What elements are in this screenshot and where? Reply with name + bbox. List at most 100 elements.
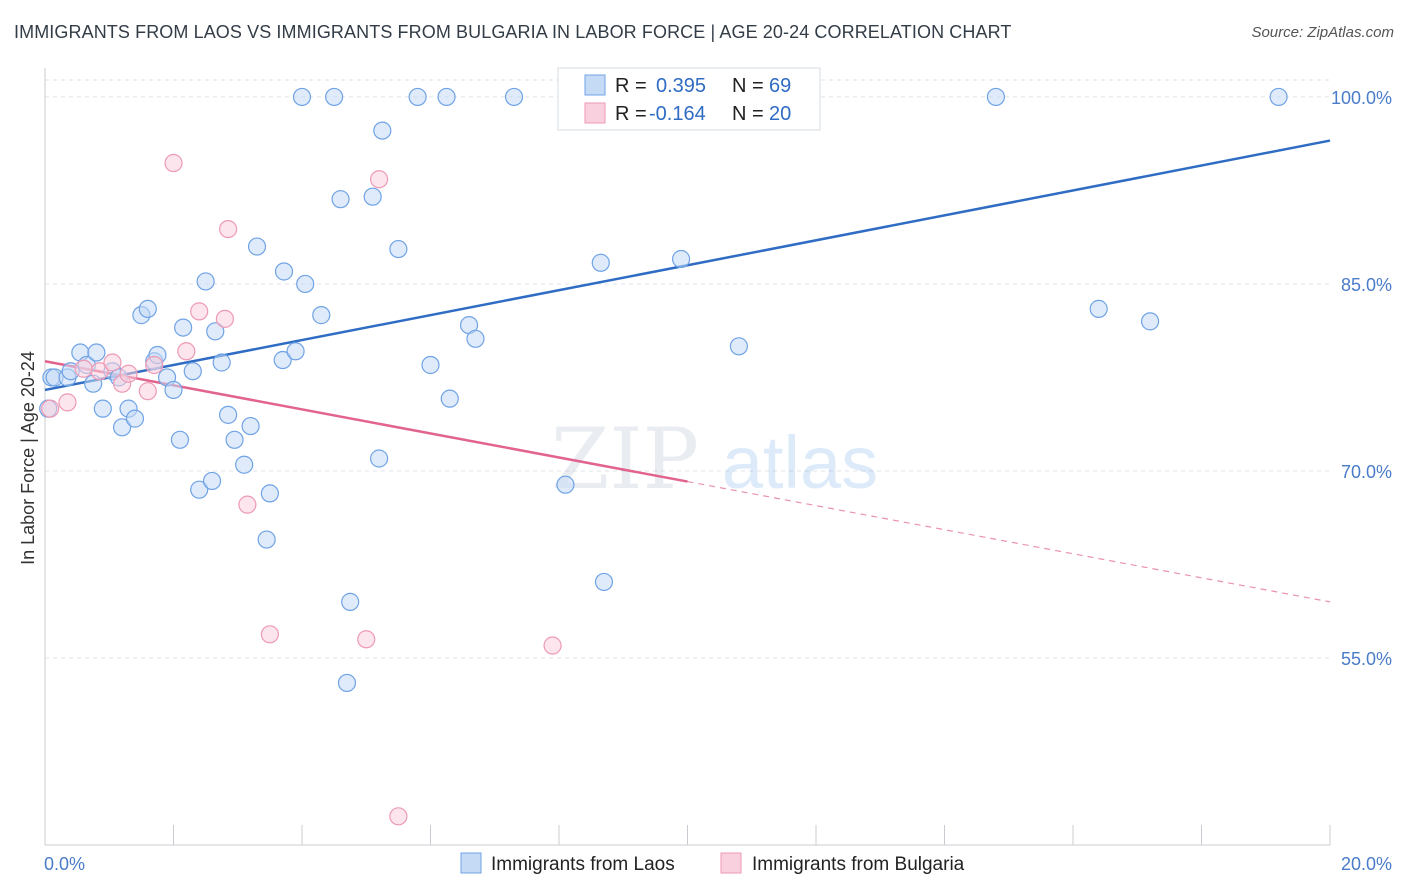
point-0-50 bbox=[408, 87, 427, 107]
legend-r-value-bulgaria: -0.164 bbox=[649, 103, 706, 125]
point-0-64 bbox=[986, 87, 1006, 107]
point-0-8 bbox=[87, 343, 106, 362]
point-0-16 bbox=[138, 299, 157, 318]
chart-title: IMMIGRANTS FROM LAOS VS IMMIGRANTS FROM … bbox=[14, 22, 1012, 42]
point-0-36 bbox=[273, 350, 292, 370]
point-0-44 bbox=[341, 592, 360, 611]
series-label-laos: Immigrants from Laos bbox=[491, 854, 675, 875]
axes bbox=[44, 68, 1331, 846]
point-0-51 bbox=[421, 355, 440, 375]
point-1-19 bbox=[119, 364, 138, 383]
legend-n-label-bulgaria: N = bbox=[732, 103, 764, 125]
point-0-30 bbox=[225, 430, 244, 449]
point-1-14 bbox=[357, 630, 376, 649]
legend-r-label-bulgaria: R = bbox=[615, 103, 647, 125]
point-1-18 bbox=[74, 359, 93, 378]
point-0-39 bbox=[292, 87, 312, 107]
point-0-21 bbox=[170, 430, 190, 449]
point-0-29 bbox=[219, 405, 238, 424]
point-0-63 bbox=[729, 337, 749, 356]
series-label-bulgaria: Immigrants from Bulgaria bbox=[752, 854, 965, 875]
y-tick-label-1: 85.0% bbox=[1341, 275, 1392, 295]
legend-swatch-bulgaria bbox=[584, 102, 606, 124]
point-1-1 bbox=[58, 393, 77, 412]
series-swatch-bulgaria bbox=[720, 852, 742, 874]
point-1-5 bbox=[138, 382, 157, 401]
point-1-7 bbox=[164, 153, 183, 173]
point-0-59 bbox=[591, 253, 610, 272]
point-0-23 bbox=[183, 362, 202, 381]
x-tick-label-1: 20.0% bbox=[1341, 854, 1392, 874]
point-0-43 bbox=[331, 190, 350, 209]
watermark: ZIP atlas bbox=[551, 410, 878, 508]
series-swatch-laos bbox=[460, 852, 482, 874]
point-0-22 bbox=[174, 318, 193, 337]
point-1-17 bbox=[543, 636, 562, 655]
point-1-3 bbox=[103, 353, 122, 372]
point-0-20 bbox=[164, 380, 183, 400]
point-0-57 bbox=[556, 475, 575, 494]
x-tick-label-0: 0.0% bbox=[44, 854, 85, 874]
point-1-6 bbox=[145, 355, 164, 375]
point-0-42 bbox=[325, 87, 344, 107]
point-1-11 bbox=[219, 219, 238, 239]
grid-lines bbox=[45, 79, 1330, 659]
point-1-15 bbox=[370, 170, 389, 189]
point-0-66 bbox=[1140, 312, 1160, 331]
point-0-9 bbox=[93, 399, 112, 418]
legend-r-label-laos: R = bbox=[615, 75, 647, 97]
tick-labels: 100.0% 85.0% 70.0% 55.0% 0.0% 20.0% bbox=[44, 88, 1392, 874]
series-legend: Immigrants from Laos Immigrants from Bul… bbox=[460, 852, 965, 875]
point-0-37 bbox=[274, 262, 294, 281]
point-0-38 bbox=[286, 342, 305, 361]
point-0-45 bbox=[337, 673, 357, 693]
point-0-28 bbox=[212, 353, 231, 372]
point-0-65 bbox=[1089, 299, 1108, 318]
legend-n-label-laos: N = bbox=[732, 75, 764, 97]
legend-swatch-laos bbox=[584, 74, 606, 96]
point-0-31 bbox=[235, 455, 254, 474]
watermark-atlas: atlas bbox=[722, 421, 878, 504]
point-0-61 bbox=[671, 249, 691, 269]
point-0-25 bbox=[196, 272, 215, 291]
point-1-16 bbox=[389, 807, 408, 826]
point-0-12 bbox=[112, 418, 132, 437]
point-1-9 bbox=[190, 302, 209, 321]
point-0-26 bbox=[202, 471, 222, 491]
point-0-53 bbox=[440, 389, 459, 408]
point-0-14 bbox=[125, 409, 145, 428]
trend-line-1 bbox=[44, 360, 688, 483]
point-0-46 bbox=[363, 187, 382, 206]
point-0-33 bbox=[247, 237, 267, 256]
point-0-47 bbox=[370, 449, 389, 468]
stats-legend: R = 0.395 N = 69 R = -0.164 N = 20 bbox=[557, 67, 821, 131]
point-0-67 bbox=[1269, 87, 1288, 107]
y-tick-label-0: 100.0% bbox=[1331, 88, 1392, 108]
legend-r-value-laos: 0.395 bbox=[656, 75, 706, 97]
point-1-13 bbox=[260, 625, 279, 644]
point-0-34 bbox=[257, 530, 276, 549]
point-1-10 bbox=[215, 309, 234, 328]
point-0-40 bbox=[296, 274, 315, 294]
point-0-41 bbox=[312, 306, 331, 325]
legend-n-value-bulgaria: 20 bbox=[769, 103, 791, 125]
watermark-zip: ZIP bbox=[551, 410, 699, 508]
point-0-24 bbox=[190, 480, 209, 499]
trend-line-extension-1 bbox=[687, 480, 1331, 603]
y-tick-label-3: 55.0% bbox=[1341, 649, 1392, 669]
point-1-0 bbox=[41, 399, 60, 418]
point-0-49 bbox=[389, 239, 408, 259]
point-0-55 bbox=[466, 329, 485, 348]
point-1-8 bbox=[177, 342, 196, 361]
chart-source: Source: ZipAtlas.com bbox=[1251, 24, 1394, 41]
y-tick-label-2: 70.0% bbox=[1341, 462, 1392, 482]
point-0-32 bbox=[241, 416, 260, 436]
point-0-56 bbox=[504, 87, 524, 107]
y-axis-label: In Labor Force | Age 20-24 bbox=[18, 351, 38, 565]
legend-n-value-laos: 69 bbox=[769, 75, 791, 97]
point-0-60 bbox=[594, 572, 614, 592]
point-1-12 bbox=[238, 495, 257, 514]
point-0-48 bbox=[373, 121, 392, 140]
point-0-35 bbox=[260, 484, 279, 503]
point-0-27 bbox=[206, 322, 225, 341]
